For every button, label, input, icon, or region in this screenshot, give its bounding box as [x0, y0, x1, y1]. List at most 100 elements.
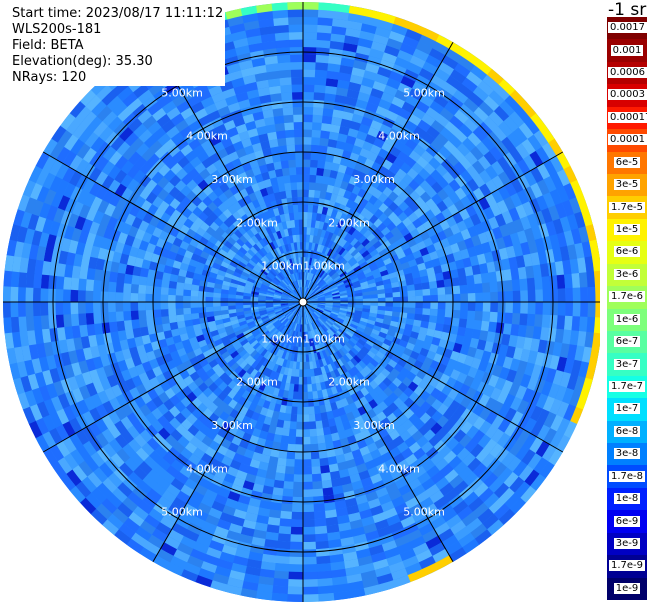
field-cell [338, 311, 347, 316]
field-cell [297, 316, 300, 324]
field-cell [280, 302, 289, 305]
field-cell [306, 280, 309, 288]
field-cell [307, 307, 313, 315]
field-cell [284, 310, 291, 316]
field-cell [343, 344, 351, 353]
field-cell [367, 245, 376, 254]
field-cell [392, 302, 401, 308]
field-cell [326, 248, 334, 257]
field-cell [331, 251, 339, 260]
field-cell [268, 271, 276, 279]
field-cell [317, 592, 335, 602]
field-cell [281, 293, 289, 298]
field-cell [550, 288, 559, 303]
field-cell [253, 283, 261, 289]
field-cell [274, 331, 281, 339]
field-cell [40, 287, 49, 302]
field-cell [55, 314, 65, 328]
field-cell [571, 273, 581, 289]
field-cell [310, 265, 315, 274]
field-cell [268, 286, 276, 292]
field-cell [296, 272, 300, 280]
field-cell [290, 306, 297, 311]
field-cell [325, 153, 335, 163]
field-cell [390, 226, 401, 237]
field-cell [316, 244, 322, 253]
field-cell [237, 226, 247, 236]
field-cell [279, 316, 287, 323]
field-cell [301, 309, 303, 317]
field-cell [557, 302, 566, 317]
field-cell [298, 309, 302, 317]
field-cell [300, 249, 304, 258]
field-cell [275, 464, 286, 474]
field-cell [323, 274, 330, 281]
field-cell [258, 239, 267, 248]
field-cell [292, 99, 304, 108]
field-cell [265, 275, 273, 282]
field-cell [266, 217, 274, 227]
field-cell [417, 262, 427, 272]
field-cell [302, 354, 307, 362]
field-cell [280, 297, 289, 300]
field-cell [335, 350, 343, 359]
field-cell [250, 246, 258, 255]
field-cell [205, 240, 216, 250]
field-cell [269, 283, 277, 289]
field-cell [426, 350, 436, 361]
field-cell [285, 458, 295, 467]
field-cell [303, 189, 310, 198]
range-label: 4.00km [186, 130, 228, 143]
field-cell [279, 404, 287, 414]
field-cell [271, 100, 283, 110]
field-cell [329, 327, 337, 334]
field-cell [288, 283, 295, 291]
field-cell [40, 301, 49, 316]
field-cell [277, 412, 286, 421]
field-cell [303, 24, 319, 33]
field-cell [307, 280, 312, 288]
field-cell [351, 425, 361, 436]
field-cell [347, 360, 355, 369]
field-cell [228, 294, 236, 299]
field-cell [55, 288, 64, 302]
field-cell [287, 152, 296, 161]
field-cell [279, 518, 292, 527]
field-cell [213, 257, 223, 266]
field-cell [229, 335, 238, 344]
field-cell [312, 274, 317, 282]
field-cell [234, 267, 243, 275]
field-cell [232, 353, 242, 363]
field-cell [332, 306, 340, 310]
field-cell [154, 324, 164, 334]
field-cell [297, 280, 300, 288]
field-cell [293, 331, 297, 339]
field-cell [299, 287, 302, 295]
field-cell [355, 390, 365, 400]
field-cell [375, 351, 385, 360]
field-cell [384, 287, 393, 294]
field-cell [220, 297, 229, 302]
field-cell [375, 244, 385, 254]
field-cell [274, 308, 282, 313]
field-cell [260, 339, 268, 347]
field-cell [292, 204, 299, 213]
field-cell [167, 343, 177, 354]
field-cell [305, 346, 309, 355]
field-cell [309, 265, 313, 273]
field-cell [306, 369, 311, 377]
field-cell [295, 159, 304, 168]
field-cell [148, 332, 159, 343]
field-cell [369, 264, 379, 272]
field-cell [308, 306, 316, 312]
field-cell [482, 282, 491, 293]
field-cell [258, 382, 267, 392]
field-cell [337, 204, 346, 213]
field-cell [230, 362, 240, 371]
field-cell [209, 346, 219, 355]
field-cell [311, 466, 321, 475]
field-cell [480, 272, 490, 284]
field-cell [343, 264, 352, 272]
field-cell [251, 235, 259, 244]
field-cell [360, 386, 370, 397]
